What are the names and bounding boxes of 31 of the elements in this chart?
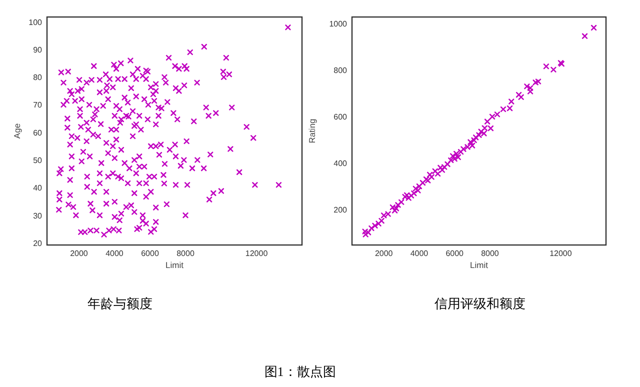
x-tick-label: 8000: [176, 249, 195, 258]
y-tick-label: 30: [33, 211, 43, 220]
x-tick-label: 4000: [106, 249, 124, 258]
x-tick-label: 12000: [245, 249, 268, 258]
x-tick-label: 12000: [550, 249, 572, 258]
y-tick-label: 80: [33, 73, 43, 82]
y-tick-label: 400: [334, 159, 348, 168]
text: 年龄与额度: [88, 296, 152, 311]
y-tick-label: 1000: [329, 19, 348, 28]
x-tick-label: 2000: [374, 249, 394, 258]
x-tick-label: 6000: [446, 249, 464, 258]
y-tick-label: 20: [33, 238, 43, 248]
text: 信用评级和额度: [434, 296, 526, 311]
y-tick-label: 40: [33, 184, 43, 193]
y-tick-label: 90: [33, 45, 43, 54]
y-tick-label: 60: [33, 128, 43, 138]
y-tick-label: 70: [33, 100, 43, 110]
y-tick-label: 800: [334, 66, 348, 75]
x-tick-label: 8000: [481, 249, 500, 258]
x-tick-label: 6000: [141, 249, 160, 258]
x-axis-title: Limit: [166, 260, 184, 270]
y-tick-label: 200: [334, 206, 348, 215]
x-tick-label: 4000: [410, 249, 429, 258]
y-axis-title: Rating: [307, 118, 317, 144]
y-tick-label: 100: [28, 18, 43, 27]
y-axis-title: Age: [12, 123, 22, 139]
y-tick-label: 600: [334, 112, 348, 122]
y-tick-label: 50: [33, 156, 43, 166]
x-tick-label: 2000: [70, 249, 88, 258]
x-axis-title: Limit: [470, 260, 489, 270]
caption: 图1：散点图: [264, 364, 336, 379]
